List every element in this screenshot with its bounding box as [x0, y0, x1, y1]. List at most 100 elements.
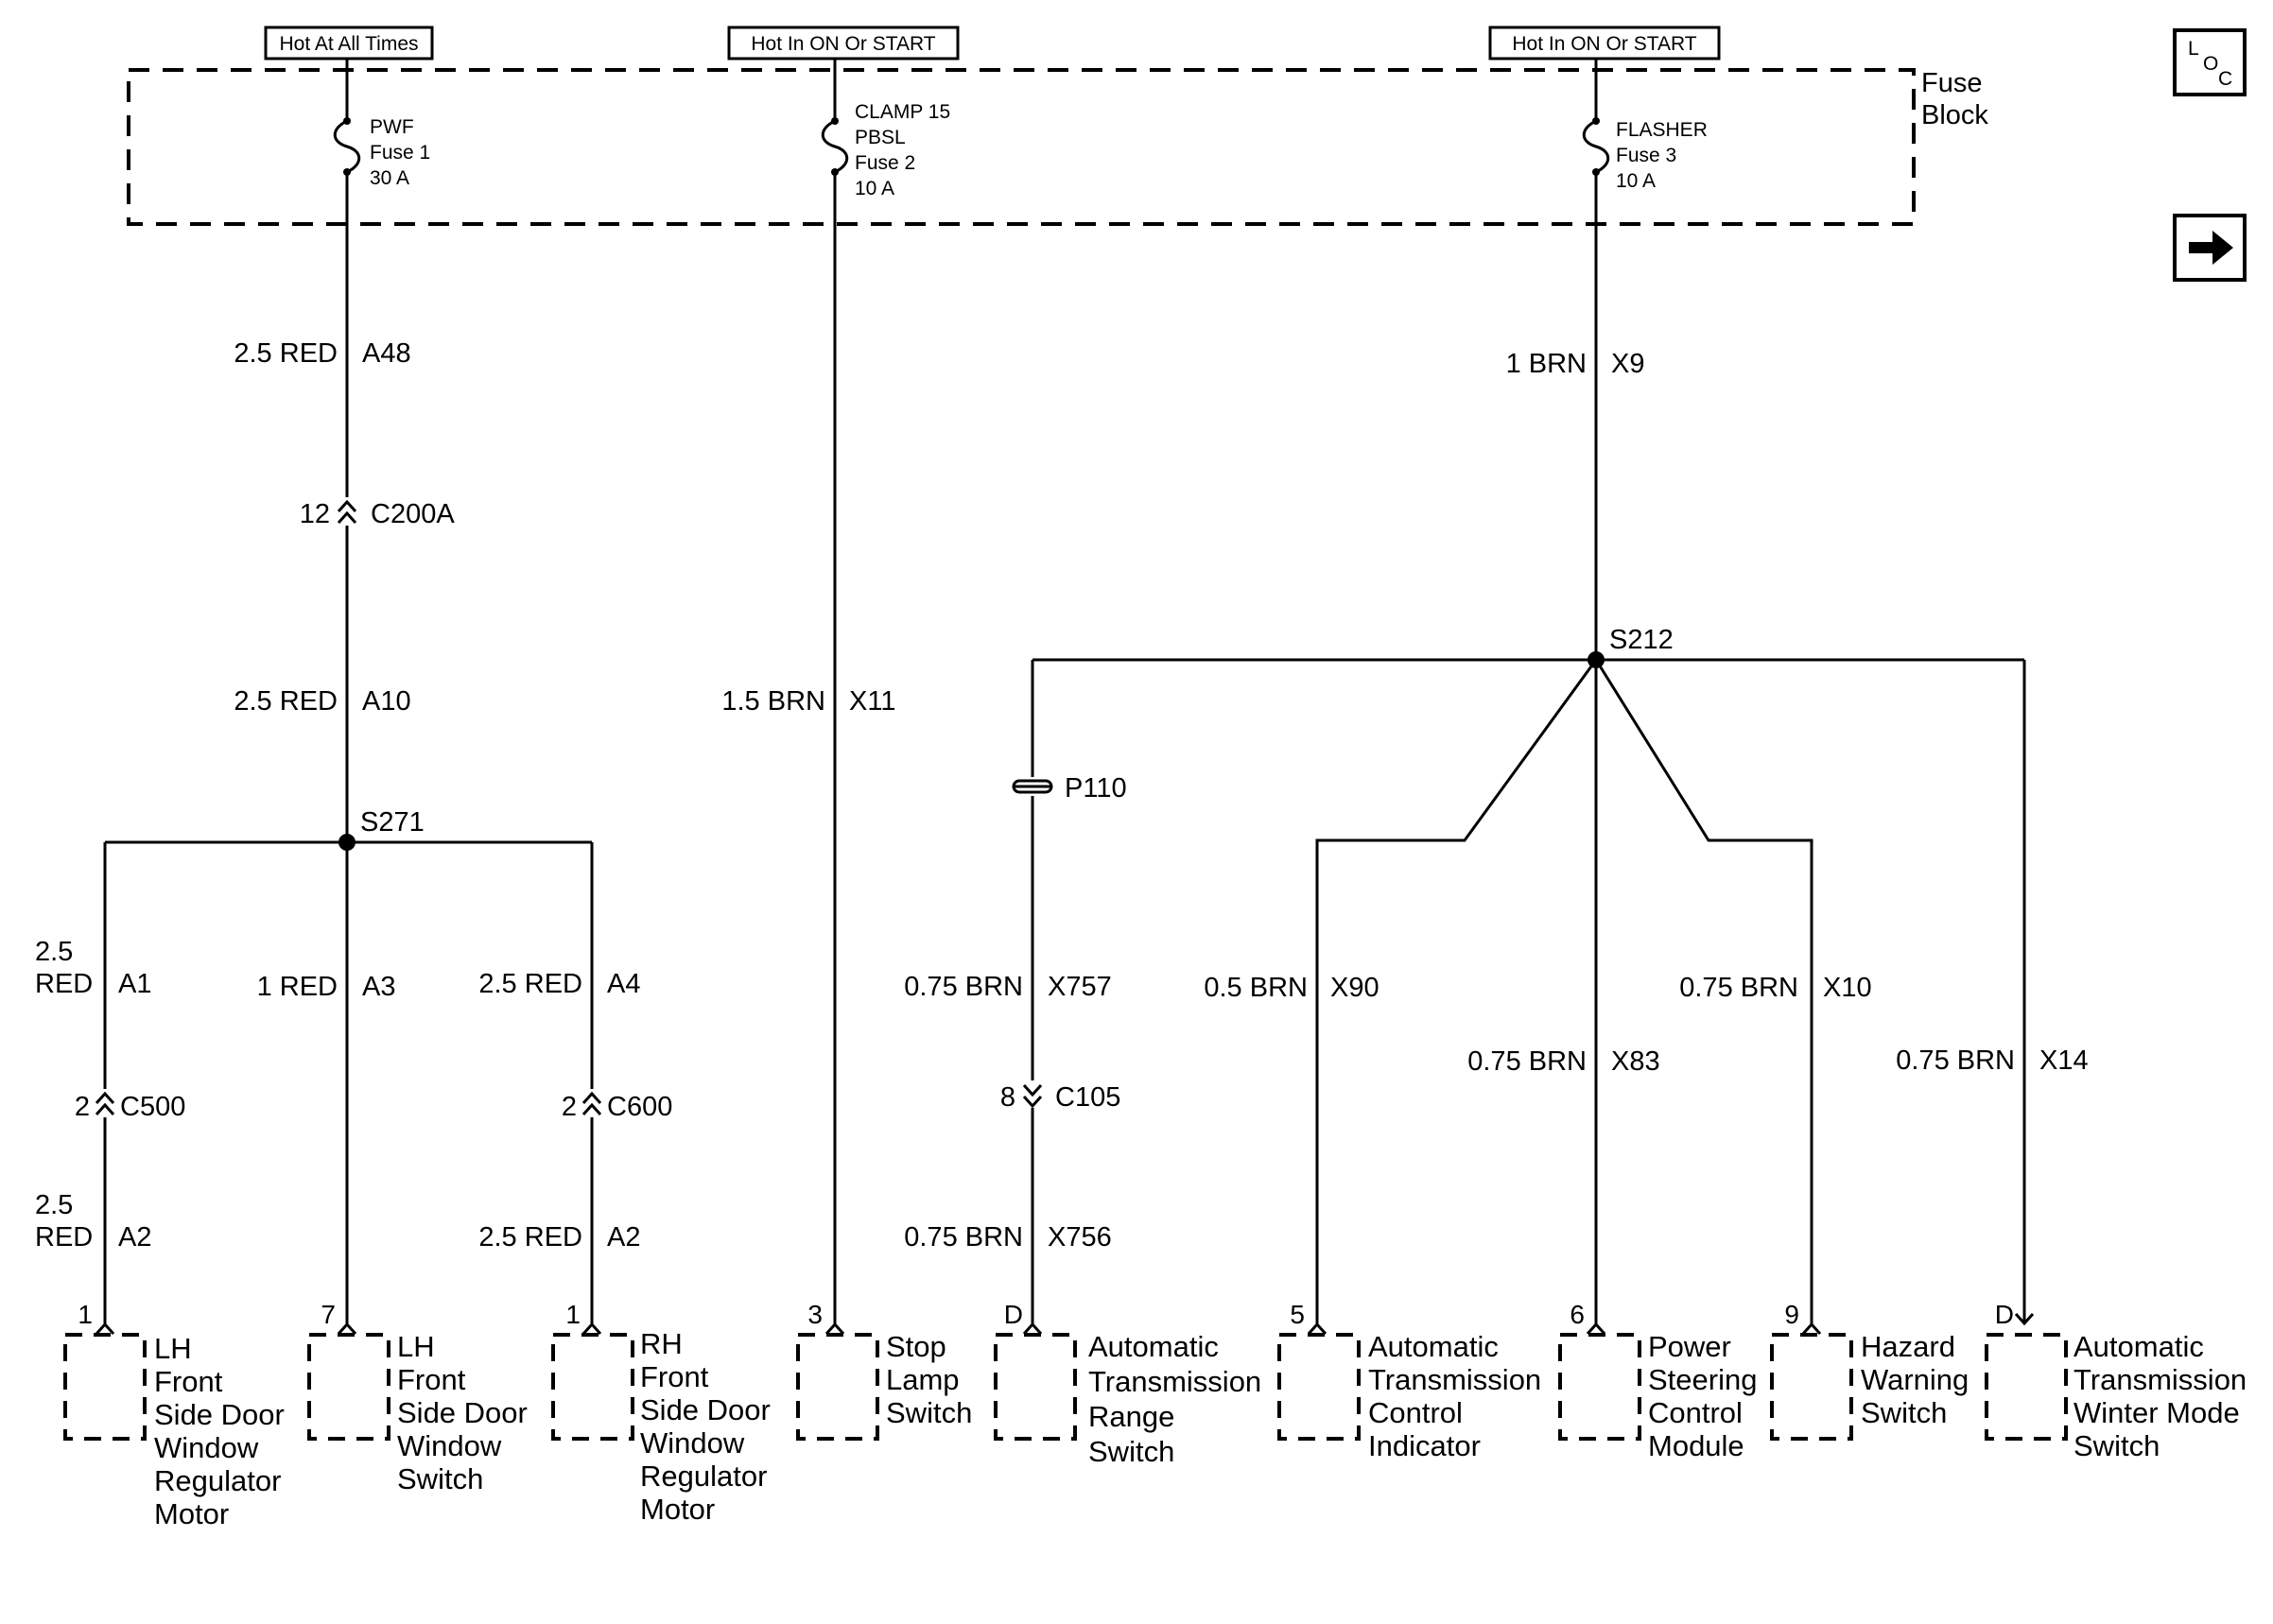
- svg-text:Indicator: Indicator: [1368, 1429, 1481, 1462]
- passthrough-p110-label: P110: [1065, 773, 1127, 803]
- svg-text:Power: Power: [1648, 1330, 1731, 1363]
- wire-a2-lh-color: RED: [35, 1222, 93, 1253]
- wire-a1-color: RED: [35, 969, 93, 999]
- hot-in-on-or-start-text-1: Hot In ON Or START: [751, 33, 935, 55]
- wire-x90-id: X90: [1330, 973, 1379, 1003]
- fuse-block-label-line2: Block: [1921, 100, 1988, 130]
- wire-a48-id: A48: [362, 338, 411, 369]
- svg-text:Control: Control: [1648, 1396, 1743, 1429]
- component-automatic-transmission-control-indicator-pin: 5: [1290, 1300, 1305, 1329]
- svg-text:Motor: Motor: [640, 1493, 715, 1526]
- svg-text:Winter Mode: Winter Mode: [2073, 1396, 2240, 1429]
- fuse-block-outline: [127, 68, 1916, 226]
- component-rh-window-regulator-motor-pin: 1: [565, 1300, 581, 1329]
- component-rh-window-regulator-motor[interactable]: 1 RH Front Side Door Window Regulator Mo…: [551, 1300, 771, 1526]
- component-power-steering-control-module[interactable]: 6 Power Steering Control Module: [1558, 1300, 1757, 1462]
- component-lh-window-regulator-motor-pin: 1: [78, 1300, 93, 1329]
- wire-a10-spec: 2.5 RED: [234, 686, 338, 717]
- component-stop-lamp-switch[interactable]: 3 Stop Lamp Switch: [796, 1300, 972, 1441]
- splice-s212-label: S212: [1609, 625, 1674, 655]
- svg-text:Front: Front: [397, 1363, 466, 1396]
- svg-text:Switch: Switch: [886, 1396, 972, 1429]
- wire-a10-id: A10: [362, 686, 411, 717]
- wire-x90-spec: 0.5 BRN: [1204, 973, 1308, 1003]
- svg-text:Side Door: Side Door: [640, 1393, 771, 1426]
- svg-text:Window: Window: [154, 1431, 259, 1464]
- wire-a2-lh-id: A2: [118, 1222, 151, 1253]
- wire-x9-spec: 1 BRN: [1506, 349, 1587, 379]
- connector-c500-pin: 2: [75, 1092, 90, 1122]
- component-automatic-transmission-range-switch-pin: D: [1004, 1300, 1023, 1329]
- fuse-2-name: CLAMP 15: [855, 101, 950, 123]
- wire-x757-id: X757: [1048, 972, 1112, 1002]
- svg-text:Steering: Steering: [1648, 1363, 1757, 1396]
- svg-text:Switch: Switch: [2073, 1429, 2160, 1462]
- fuse-2: CLAMP 15 PBSL Fuse 2 10 A: [821, 59, 950, 224]
- wire-a2-rh-spec: 2.5 RED: [478, 1222, 582, 1253]
- svg-text:Regulator: Regulator: [154, 1464, 281, 1497]
- svg-text:Front: Front: [154, 1365, 223, 1398]
- component-hazard-warning-switch-pin: 9: [1784, 1300, 1799, 1329]
- connector-c500: 2 C500: [75, 1091, 185, 1122]
- fuse-2-number: Fuse 2: [855, 152, 915, 174]
- wire-x10-spec: 0.75 BRN: [1679, 973, 1798, 1003]
- svg-text:Side Door: Side Door: [397, 1396, 528, 1429]
- svg-text:Automatic: Automatic: [1088, 1330, 1219, 1363]
- svg-text:Motor: Motor: [154, 1497, 229, 1530]
- wire-x14-id: X14: [2039, 1045, 2089, 1076]
- svg-text:L: L: [2188, 38, 2199, 60]
- wire-x90: [1315, 659, 1598, 1323]
- component-stop-lamp-switch-pin: 3: [807, 1300, 823, 1329]
- connector-c600: 2 C600: [562, 1091, 672, 1122]
- component-automatic-transmission-winter-mode-switch[interactable]: D Automatic Transmission Winter Mode Swi…: [1985, 1300, 2247, 1462]
- power-label-hot-in-on-or-start-2: Hot In ON Or START: [1488, 26, 1721, 60]
- component-hazard-warning-switch[interactable]: 9 Hazard Warning Switch: [1770, 1300, 1969, 1441]
- fuse-2-rating: 10 A: [855, 178, 894, 199]
- wire-a1-size: 2.5: [35, 937, 73, 967]
- wire-a48-spec: 2.5 RED: [234, 338, 338, 369]
- connector-c600-pin: 2: [562, 1092, 577, 1122]
- svg-text:Automatic: Automatic: [1368, 1330, 1499, 1363]
- wire-a3-spec: 1 RED: [257, 972, 338, 1002]
- svg-text:Warning: Warning: [1861, 1363, 1969, 1396]
- svg-text:Transmission: Transmission: [1088, 1365, 1261, 1398]
- svg-text:C: C: [2218, 68, 2232, 90]
- connector-c105-name: C105: [1055, 1082, 1120, 1113]
- wire-x83-spec: 0.75 BRN: [1467, 1046, 1587, 1077]
- wire-x83-id: X83: [1611, 1046, 1660, 1077]
- passthrough-p110: P110: [1012, 773, 1127, 803]
- wire-x11-spec: 1.5 BRN: [721, 686, 825, 717]
- svg-text:Hazard: Hazard: [1861, 1330, 1955, 1363]
- component-automatic-transmission-control-indicator[interactable]: 5 Automatic Transmission Control Indicat…: [1277, 1300, 1541, 1462]
- hot-at-all-times-text: Hot At All Times: [279, 33, 418, 55]
- hot-in-on-or-start-text-2: Hot In ON Or START: [1512, 33, 1696, 55]
- right-arrow-icon[interactable]: [2173, 214, 2247, 282]
- fuse-block-label-line1: Fuse: [1921, 68, 1982, 98]
- wire-x11-id: X11: [849, 686, 895, 717]
- svg-text:Range: Range: [1088, 1400, 1174, 1433]
- svg-text:RH: RH: [640, 1327, 683, 1360]
- component-lh-window-switch[interactable]: 7 LH Front Side Door Window Switch: [307, 1300, 528, 1495]
- splice-s271-label: S271: [360, 807, 425, 838]
- wire-x9-id: X9: [1611, 349, 1644, 379]
- wire-a2-lh-size: 2.5: [35, 1190, 73, 1220]
- svg-text:Window: Window: [640, 1426, 745, 1460]
- component-power-steering-control-module-pin: 6: [1570, 1300, 1585, 1329]
- fuse-1-name: PWF: [370, 116, 414, 138]
- wire-a4-spec: 2.5 RED: [478, 969, 582, 999]
- svg-text:Stop: Stop: [886, 1330, 946, 1363]
- power-label-hot-at-all-times: Hot At All Times: [264, 26, 434, 60]
- svg-text:Switch: Switch: [1861, 1396, 1947, 1429]
- fuse-3-name: FLASHER: [1616, 119, 1708, 141]
- connector-c200a-pin: 12: [300, 499, 330, 529]
- component-lh-window-regulator-motor[interactable]: 1 LH Front Side Door Window Regulator Mo…: [63, 1300, 285, 1530]
- svg-text:Side Door: Side Door: [154, 1398, 285, 1431]
- power-label-hot-in-on-or-start-1: Hot In ON Or START: [727, 26, 960, 60]
- wire-x756-spec: 0.75 BRN: [904, 1222, 1023, 1253]
- connector-c200a-name: C200A: [371, 499, 455, 529]
- component-automatic-transmission-range-switch[interactable]: D Automatic Transmission Range Switch: [994, 1300, 1261, 1468]
- svg-text:Switch: Switch: [397, 1462, 483, 1495]
- fuse-3-number: Fuse 3: [1616, 145, 1676, 166]
- fuse-1-number: Fuse 1: [370, 142, 430, 164]
- loc-icon[interactable]: L O C: [2173, 28, 2247, 96]
